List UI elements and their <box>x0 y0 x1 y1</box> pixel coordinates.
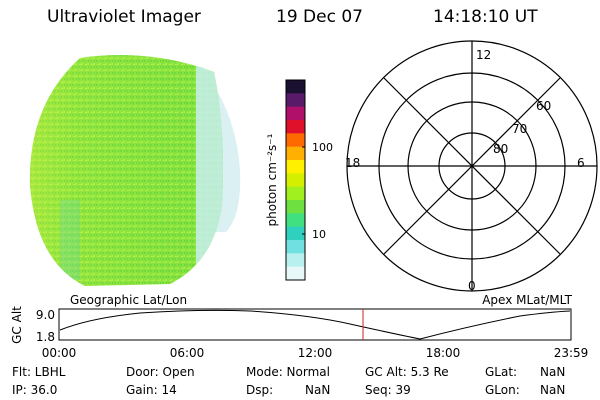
colorbar-tick-100: 100 <box>312 141 333 154</box>
colorbar-cell <box>286 200 305 214</box>
y-axis-label: GC Alt <box>10 306 24 344</box>
instrument-title: Ultraviolet Imager <box>47 7 201 27</box>
info-dsp-value: NaN <box>305 383 331 397</box>
polar-label-12: 12 <box>476 48 491 62</box>
colorbar-cell <box>286 186 305 201</box>
info-dsp-label: Dsp: <box>246 383 274 397</box>
info-glon-value: NaN <box>540 383 566 397</box>
colorbar-cell <box>286 253 305 268</box>
x-tick-1800: 18:00 <box>426 346 461 360</box>
colorbar-cell <box>286 93 305 108</box>
colorbar-cell <box>286 146 305 161</box>
x-tick-0600: 06:00 <box>170 346 205 360</box>
colorbar-cell <box>286 213 305 228</box>
uv-image-disk <box>29 55 223 286</box>
orbit-left-label: Geographic Lat/Lon <box>70 293 187 307</box>
polar-label-18: 18 <box>345 156 360 170</box>
info-seq: Seq: 39 <box>365 383 411 397</box>
colorbar-cell <box>286 80 305 94</box>
colorbar-tick-10: 10 <box>312 228 326 241</box>
date-label: 19 Dec 07 <box>276 7 363 27</box>
x-tick-1200: 12:00 <box>298 346 333 360</box>
colorbar-cell <box>286 160 305 174</box>
colorbar-cell <box>286 120 305 134</box>
colorbar-cell <box>286 266 305 281</box>
polar-lat-70: 70 <box>512 122 527 136</box>
y-tick-1-8: 1.8 <box>36 330 55 344</box>
info-gc-alt: GC Alt: 5.3 Re <box>365 365 449 379</box>
orbit-right-label: Apex MLat/MLT <box>482 293 572 307</box>
altitude-curve <box>59 309 571 340</box>
polar-label-6: 6 <box>577 156 585 170</box>
colorbar-label: photon cm⁻²s⁻¹ <box>265 133 279 226</box>
info-mode: Mode: Normal <box>246 365 330 379</box>
info-ip: IP: 36.0 <box>12 383 58 397</box>
info-glat-value: NaN <box>540 365 566 379</box>
y-tick-9: 9.0 <box>36 308 55 322</box>
info-flt: Flt: LBHL <box>12 365 66 379</box>
x-tick-0000: 00:00 <box>42 346 77 360</box>
polar-diagonal-2 <box>383 77 561 255</box>
polar-label-0: 0 <box>468 279 476 293</box>
x-tick-2359: 23:59 <box>554 346 589 360</box>
colorbar-cell <box>286 133 305 148</box>
colorbar-cell <box>286 173 305 188</box>
info-glon-label: GLon: <box>485 383 520 397</box>
colorbar-cell <box>286 240 305 254</box>
time-label: 14:18:10 UT <box>433 7 538 27</box>
info-glat-label: GLat: <box>485 365 518 379</box>
polar-lat-60: 60 <box>536 99 551 113</box>
info-door: Door: Open <box>126 365 195 379</box>
info-gain: Gain: 14 <box>126 383 177 397</box>
polar-lat-80: 80 <box>493 142 508 156</box>
colorbar-cell <box>286 226 305 241</box>
colorbar-cell <box>286 106 305 121</box>
